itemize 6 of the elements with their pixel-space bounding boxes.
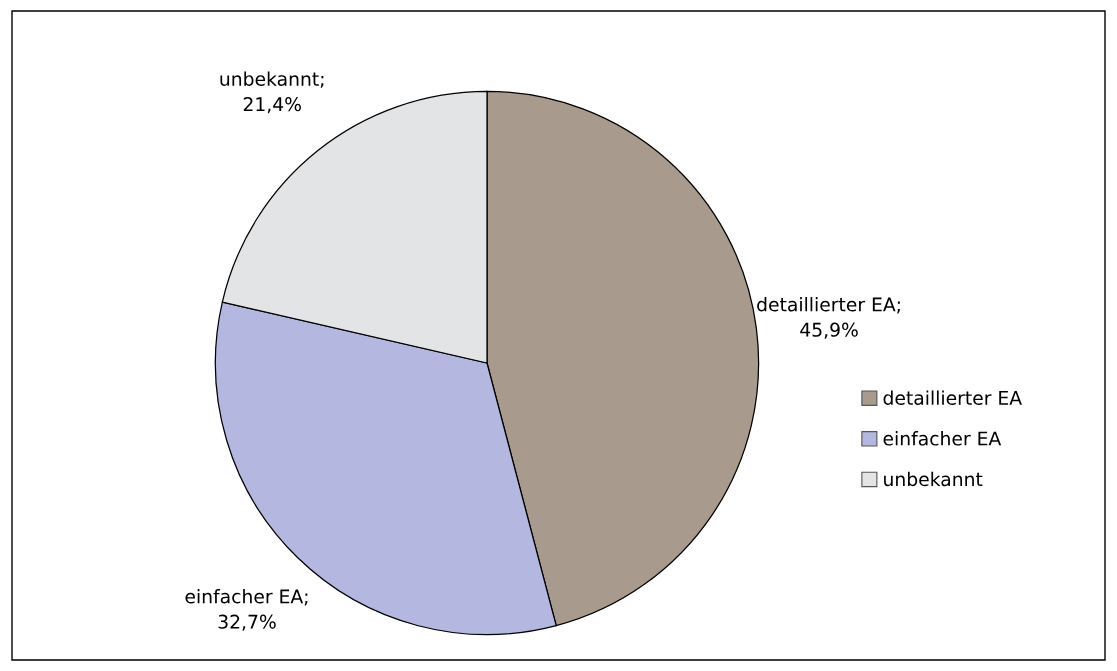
- data-label: einfacher EA; 32,7%: [185, 588, 308, 631]
- legend-label: einfacher EA: [883, 431, 1002, 446]
- data-label: unbekannt; 21,4%: [220, 71, 324, 114]
- data-label: detaillierter EA; 45,9%: [757, 297, 900, 339]
- legend-label: unbekannt: [884, 471, 983, 487]
- legend-label: detaillierter EA: [883, 390, 1022, 405]
